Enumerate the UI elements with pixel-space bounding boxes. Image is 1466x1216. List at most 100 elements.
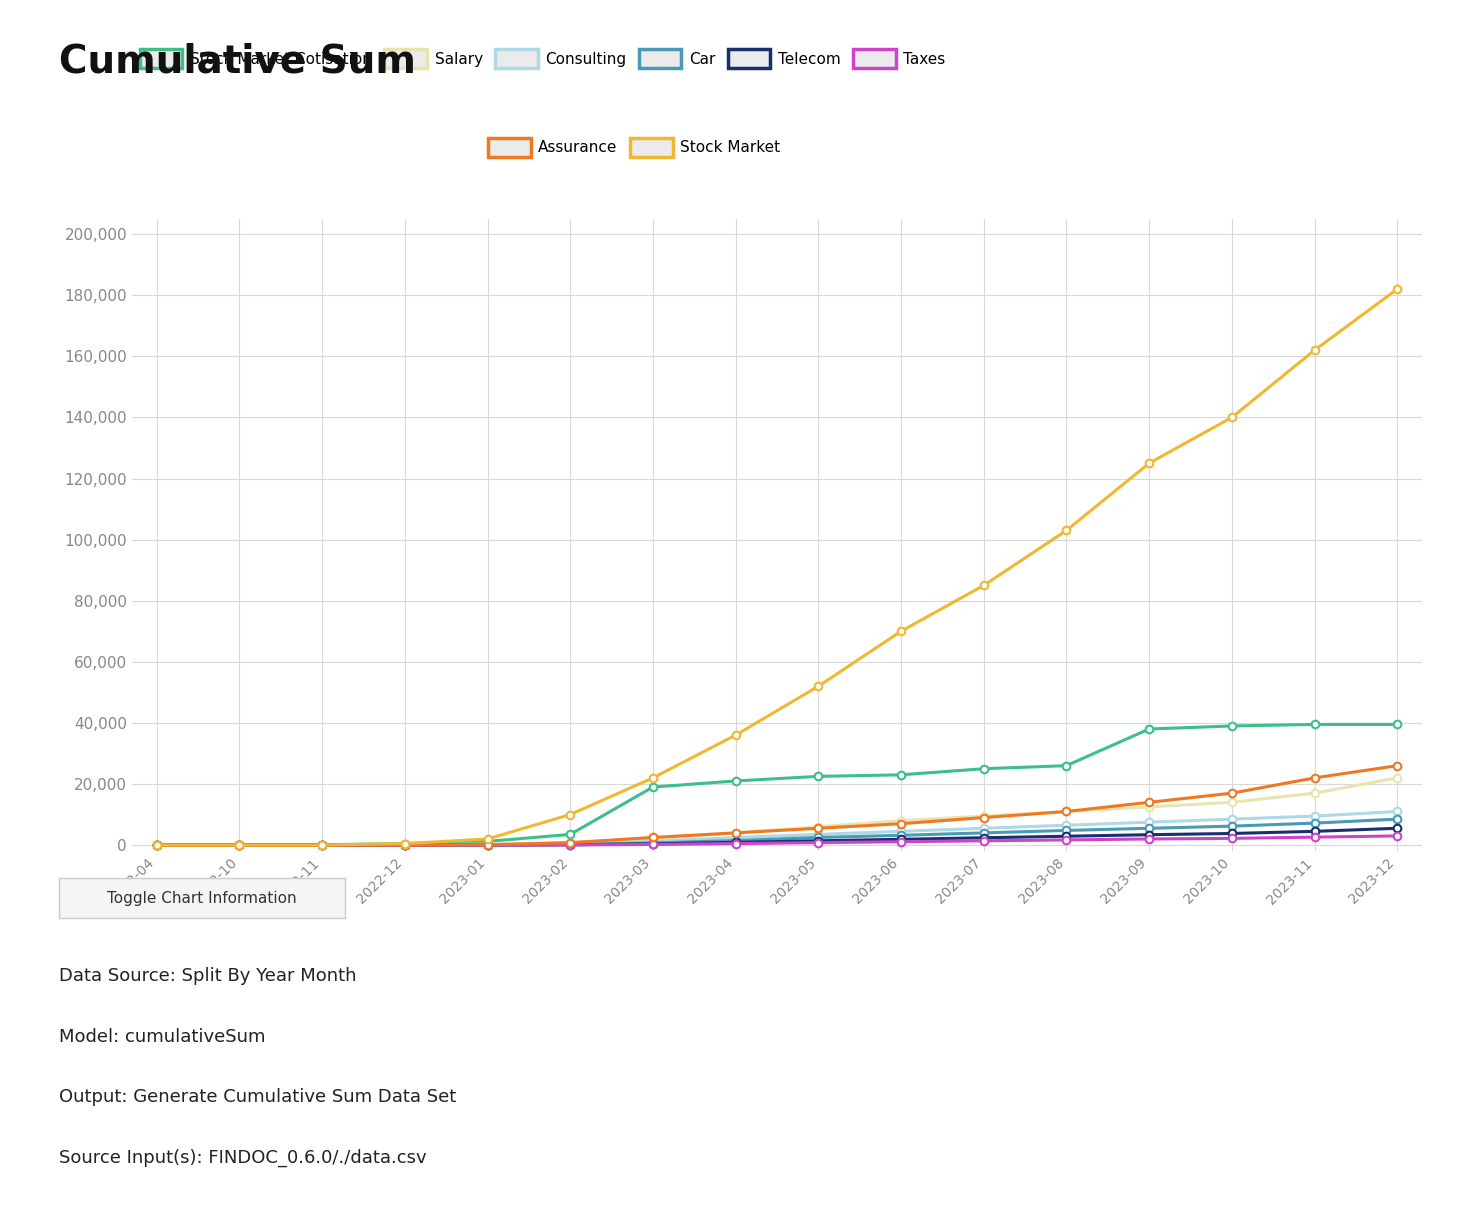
Car bbox=[561, 837, 579, 851]
Taxes bbox=[230, 838, 248, 852]
Assurance bbox=[893, 816, 910, 831]
Taxes bbox=[1388, 828, 1406, 843]
Assurance bbox=[314, 838, 331, 852]
Stock Market Cotisation bbox=[727, 773, 745, 788]
Consulting bbox=[893, 824, 910, 839]
Stock Market bbox=[479, 832, 497, 846]
Consulting bbox=[148, 838, 166, 852]
Stock Market Cotisation bbox=[1223, 719, 1240, 733]
Salary bbox=[644, 832, 661, 846]
Stock Market Cotisation bbox=[809, 769, 827, 783]
Taxes bbox=[727, 837, 745, 851]
Taxes bbox=[1223, 831, 1240, 845]
Stock Market Cotisation bbox=[975, 761, 992, 776]
Telecom bbox=[1223, 826, 1240, 840]
Telecom bbox=[644, 837, 661, 851]
Text: Model: cumulativeSum: Model: cumulativeSum bbox=[59, 1028, 265, 1046]
Telecom bbox=[893, 832, 910, 846]
Stock Market Cotisation bbox=[1057, 759, 1075, 773]
Car bbox=[230, 838, 248, 852]
Telecom bbox=[396, 838, 413, 852]
Telecom bbox=[975, 831, 992, 845]
Consulting bbox=[1057, 818, 1075, 833]
Car bbox=[1388, 812, 1406, 827]
Stock Market bbox=[644, 771, 661, 786]
Taxes bbox=[1057, 833, 1075, 848]
Assurance bbox=[644, 831, 661, 845]
Telecom bbox=[479, 838, 497, 852]
Telecom bbox=[1141, 827, 1158, 841]
Stock Market Cotisation bbox=[1141, 722, 1158, 737]
Taxes bbox=[314, 838, 331, 852]
Line: Car: Car bbox=[152, 815, 1401, 849]
Salary bbox=[314, 838, 331, 852]
Telecom bbox=[230, 838, 248, 852]
Consulting bbox=[1141, 815, 1158, 829]
Stock Market bbox=[314, 838, 331, 852]
Car bbox=[479, 838, 497, 852]
Salary bbox=[148, 838, 166, 852]
Assurance bbox=[1306, 771, 1324, 786]
Telecom bbox=[1057, 829, 1075, 844]
Stock Market bbox=[396, 837, 413, 851]
Telecom bbox=[561, 838, 579, 852]
Assurance bbox=[561, 835, 579, 850]
Stock Market bbox=[975, 578, 992, 592]
Car bbox=[644, 835, 661, 850]
Text: Cumulative Sum: Cumulative Sum bbox=[59, 43, 416, 80]
Car bbox=[975, 826, 992, 840]
Stock Market bbox=[561, 807, 579, 822]
Car bbox=[396, 838, 413, 852]
Line: Taxes: Taxes bbox=[152, 832, 1401, 849]
Car bbox=[1223, 818, 1240, 833]
Telecom bbox=[1388, 821, 1406, 835]
Taxes bbox=[809, 835, 827, 850]
Taxes bbox=[975, 833, 992, 848]
Assurance bbox=[809, 821, 827, 835]
Consulting bbox=[479, 838, 497, 852]
Assurance bbox=[727, 826, 745, 840]
Consulting bbox=[230, 838, 248, 852]
Stock Market bbox=[148, 838, 166, 852]
Stock Market Cotisation bbox=[1306, 717, 1324, 732]
Salary bbox=[1306, 786, 1324, 800]
Line: Assurance: Assurance bbox=[152, 762, 1401, 849]
Consulting bbox=[1223, 812, 1240, 827]
Stock Market bbox=[1057, 523, 1075, 537]
Legend: Assurance, Stock Market: Assurance, Stock Market bbox=[488, 137, 780, 157]
Car bbox=[148, 838, 166, 852]
Salary bbox=[727, 826, 745, 840]
Taxes bbox=[644, 837, 661, 851]
Telecom bbox=[809, 833, 827, 848]
Line: Stock Market Cotisation: Stock Market Cotisation bbox=[152, 721, 1401, 849]
Assurance bbox=[396, 838, 413, 852]
Line: Telecom: Telecom bbox=[152, 824, 1401, 849]
Salary bbox=[1141, 800, 1158, 815]
Taxes bbox=[479, 838, 497, 852]
Taxes bbox=[561, 838, 579, 852]
Assurance bbox=[1223, 786, 1240, 800]
Stock Market Cotisation bbox=[148, 838, 166, 852]
Salary bbox=[561, 835, 579, 850]
Salary bbox=[396, 838, 413, 852]
Taxes bbox=[1306, 829, 1324, 844]
Text: Output: Generate Cumulative Sum Data Set: Output: Generate Cumulative Sum Data Set bbox=[59, 1088, 456, 1107]
Assurance bbox=[1388, 759, 1406, 773]
Stock Market Cotisation bbox=[893, 767, 910, 782]
Car bbox=[1141, 821, 1158, 835]
Salary bbox=[893, 814, 910, 828]
Line: Stock Market: Stock Market bbox=[152, 286, 1401, 849]
Stock Market Cotisation bbox=[1388, 717, 1406, 732]
Salary bbox=[1057, 804, 1075, 818]
Taxes bbox=[148, 838, 166, 852]
Salary bbox=[479, 837, 497, 851]
Assurance bbox=[1057, 804, 1075, 818]
Car bbox=[893, 828, 910, 843]
Stock Market Cotisation bbox=[230, 838, 248, 852]
Stock Market bbox=[1306, 343, 1324, 358]
Telecom bbox=[727, 835, 745, 850]
Car bbox=[809, 831, 827, 845]
Stock Market bbox=[893, 624, 910, 638]
Consulting bbox=[975, 821, 992, 835]
Stock Market bbox=[1223, 410, 1240, 424]
